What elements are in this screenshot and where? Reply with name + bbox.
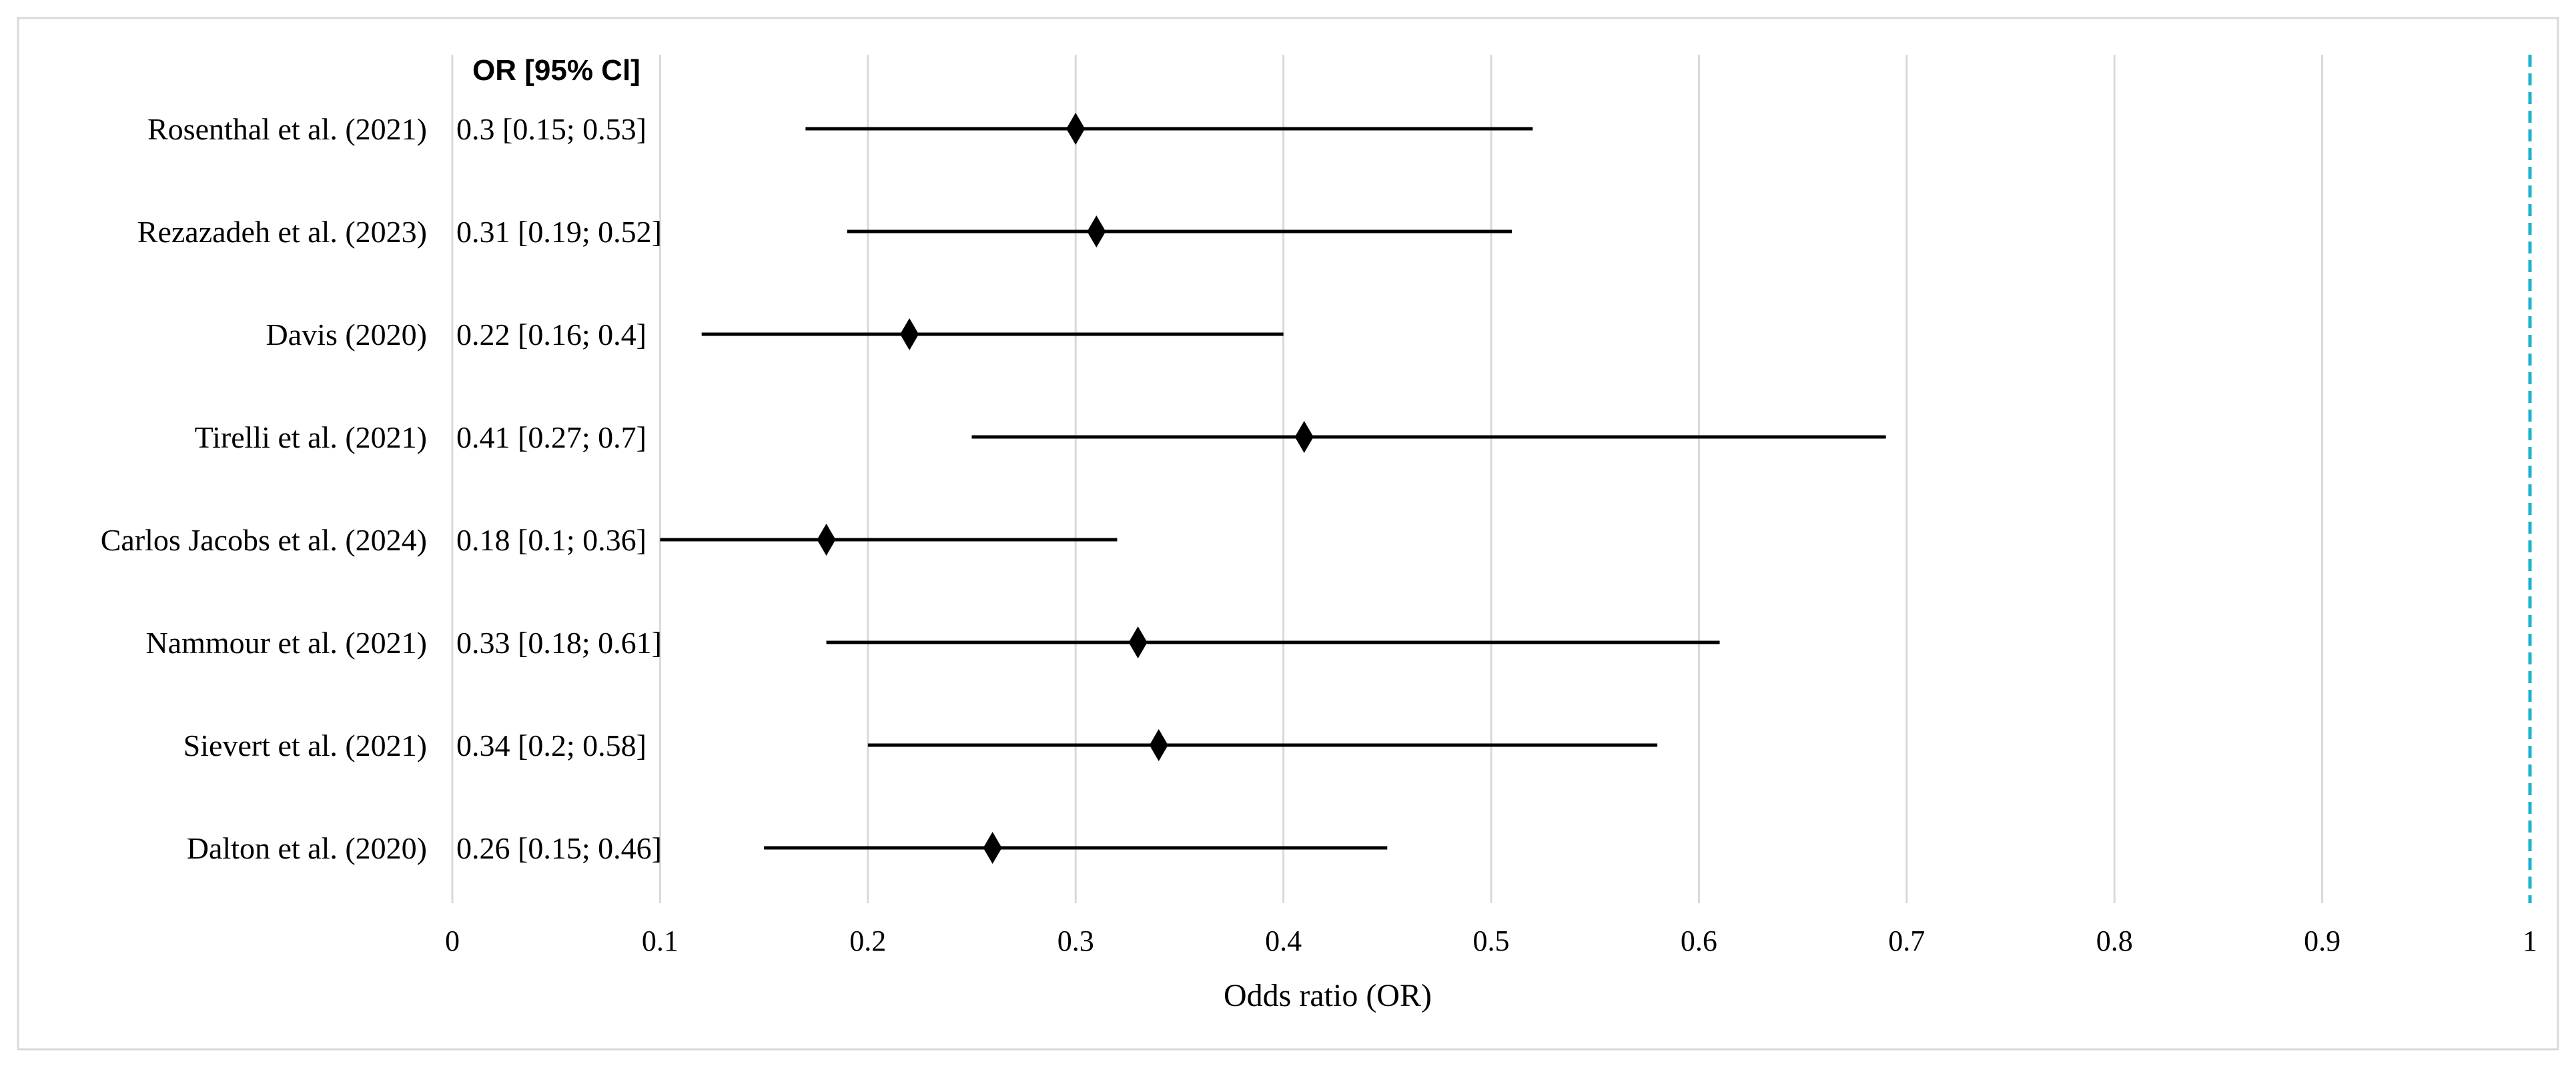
point-estimate-marker	[1087, 215, 1106, 247]
or-ci-label: 0.31 [0.19; 0.52]	[456, 215, 662, 249]
point-estimate-marker	[900, 318, 919, 350]
x-tick-label: 0.3	[1057, 925, 1094, 957]
point-estimate-marker	[1128, 626, 1148, 658]
point-estimate-marker	[1066, 113, 1086, 145]
x-tick-label: 0.5	[1473, 925, 1510, 957]
study-name: Davis (2020)	[266, 318, 427, 352]
study-name: Carlos Jacobs et al. (2024)	[101, 523, 427, 557]
x-tick-label: 1	[2523, 925, 2537, 957]
x-tick-label: 0.4	[1265, 925, 1302, 957]
or-ci-label: 0.34 [0.2; 0.58]	[456, 728, 647, 762]
x-tick-label: 0.1	[642, 925, 679, 957]
x-axis-label: Odds ratio (OR)	[1224, 978, 1432, 1013]
or-ci-label: 0.18 [0.1; 0.36]	[456, 523, 647, 557]
x-tick-label: 0.9	[2304, 925, 2340, 957]
study-row: Nammour et al. (2021) 0.33 [0.18; 0.61]	[145, 626, 1720, 660]
study-name: Dalton et al. (2020)	[187, 831, 427, 865]
gridlines	[451, 55, 2324, 903]
study-row: Rezazadeh et al. (2023) 0.31 [0.19; 0.52]	[137, 215, 1513, 249]
study-row: Carlos Jacobs et al. (2024) 0.18 [0.1; 0.…	[101, 523, 1118, 557]
x-tick-label: 0	[445, 925, 460, 957]
point-estimate-marker	[1294, 421, 1314, 453]
point-estimate-marker	[1149, 729, 1168, 761]
or-ci-label: 0.41 [0.27; 0.7]	[456, 420, 647, 454]
x-tick-labels: 0 0.1 0.2 0.3 0.4 0.5 0.6 0.7 0.8 0.9 1	[445, 925, 2537, 957]
study-name: Rosenthal et al. (2021)	[147, 112, 427, 146]
study-row: Dalton et al. (2020) 0.26 [0.15; 0.46]	[187, 831, 1388, 865]
study-row: Rosenthal et al. (2021) 0.3 [0.15; 0.53]	[147, 112, 1533, 146]
study-name: Rezazadeh et al. (2023)	[137, 215, 427, 249]
or-ci-label: 0.22 [0.16; 0.4]	[456, 318, 647, 352]
or-ci-label: 0.33 [0.18; 0.61]	[456, 626, 662, 660]
x-tick-label: 0.2	[849, 925, 886, 957]
column-header: OR [95% Cl]	[472, 54, 640, 87]
study-rows: Rosenthal et al. (2021) 0.3 [0.15; 0.53]R…	[101, 112, 1886, 865]
point-estimate-marker	[817, 524, 836, 556]
x-tick-label: 0.7	[1888, 925, 1925, 957]
point-estimate-marker	[983, 832, 1002, 864]
study-name: Sievert et al. (2021)	[183, 728, 427, 762]
study-name: Nammour et al. (2021)	[145, 626, 427, 660]
study-row: Tirelli et al. (2021) 0.41 [0.27; 0.7]	[195, 420, 1886, 454]
or-ci-label: 0.3 [0.15; 0.53]	[456, 112, 647, 146]
chart-border	[17, 17, 2559, 1051]
x-tick-label: 0.6	[1681, 925, 1717, 957]
study-name: Tirelli et al. (2021)	[195, 420, 427, 454]
or-ci-label: 0.26 [0.15; 0.46]	[456, 831, 662, 865]
study-row: Davis (2020) 0.22 [0.16; 0.4]	[266, 318, 1284, 352]
x-tick-label: 0.8	[2096, 925, 2133, 957]
study-row: Sievert et al. (2021) 0.34 [0.2; 0.58]	[183, 728, 1658, 762]
